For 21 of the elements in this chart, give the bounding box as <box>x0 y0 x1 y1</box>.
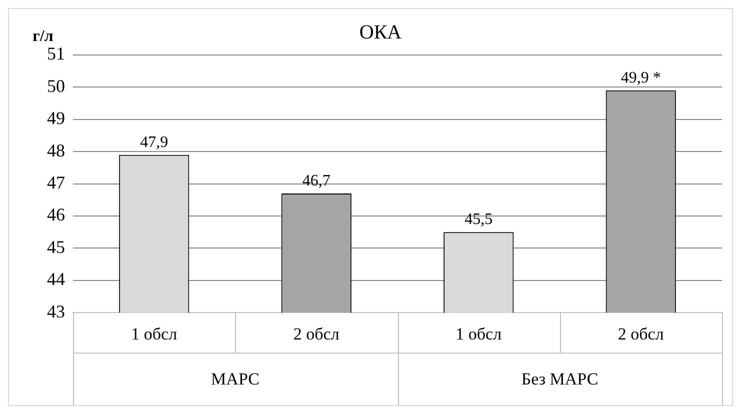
x-tick-label: 1 обсл <box>131 324 178 344</box>
y-tick-label: 44 <box>47 269 65 290</box>
x-tick-label: 2 обсл <box>618 324 664 344</box>
y-tick-label: 49 <box>47 108 65 128</box>
y-tick-label: 45 <box>47 236 65 257</box>
y-axis-title: г/л <box>32 28 54 45</box>
x-tick-label: 1 обсл <box>456 324 502 344</box>
chart-title: ОКА <box>359 21 402 44</box>
text: Без МАРС <box>521 370 598 389</box>
data-label: 46,7 <box>302 172 330 190</box>
x-tick-label: 2 обсл <box>293 324 340 344</box>
text: МАРС <box>211 370 260 389</box>
y-tick-label: 51 <box>47 44 65 64</box>
data-label: 49,9 * <box>620 69 661 86</box>
y-tick-label: 50 <box>47 76 65 96</box>
y-tick-label: 47 <box>47 172 65 193</box>
data-label: 45,5 <box>464 211 493 228</box>
y-tick-label: 43 <box>47 301 65 322</box>
y-tick-label: 48 <box>47 140 65 160</box>
y-tick-label: 46 <box>47 204 65 225</box>
data-label: 47,9 <box>140 134 168 151</box>
